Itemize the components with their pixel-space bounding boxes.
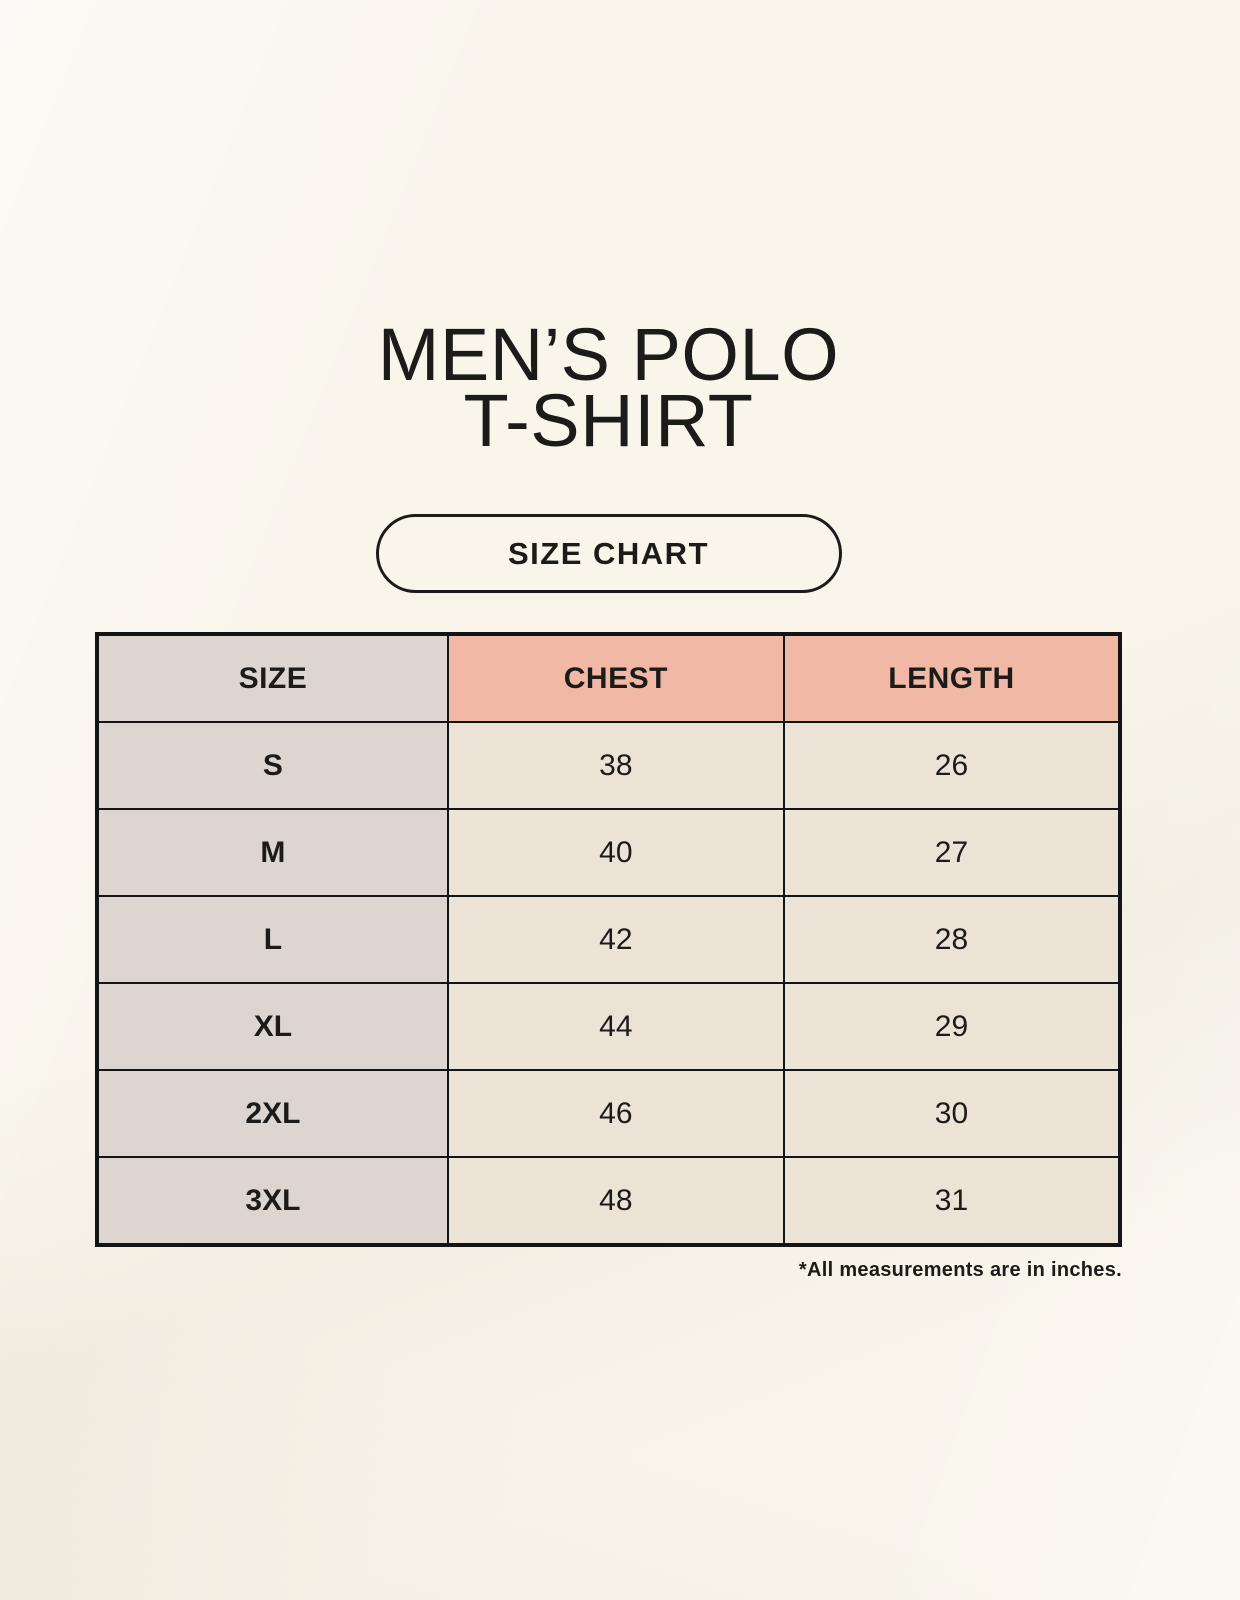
table-header-row: SIZE CHEST LENGTH xyxy=(96,633,1122,723)
cell-size: M xyxy=(96,808,449,897)
table-row: 3XL 48 31 xyxy=(96,1156,1122,1246)
cell-chest: 48 xyxy=(446,1156,785,1246)
page-title-line2: T-SHIRT xyxy=(463,379,754,462)
table-row: L 42 28 xyxy=(96,895,1122,984)
cell-chest: 42 xyxy=(446,895,785,984)
cell-size: L xyxy=(96,895,449,984)
size-chart-badge: SIZE CHART xyxy=(375,514,842,593)
cell-chest: 38 xyxy=(446,721,785,810)
cell-length: 28 xyxy=(782,895,1122,984)
cell-length: 26 xyxy=(782,721,1122,810)
table-row: S 38 26 xyxy=(96,721,1122,810)
cell-length: 30 xyxy=(782,1069,1122,1158)
column-header-size: SIZE xyxy=(96,633,449,723)
measurements-footnote: *All measurements are in inches. xyxy=(798,1259,1122,1281)
size-table: SIZE CHEST LENGTH S 38 26 M 40 27 L 42 2… xyxy=(95,632,1122,1247)
cell-size: 3XL xyxy=(96,1156,449,1246)
table-row: 2XL 46 30 xyxy=(96,1069,1122,1158)
column-header-chest: CHEST xyxy=(446,633,785,723)
cell-size: S xyxy=(96,721,449,810)
cell-size: 2XL xyxy=(96,1069,449,1158)
page-title-line1: MEN’S POLO xyxy=(377,313,840,396)
size-chart-badge-label: SIZE CHART xyxy=(508,535,709,571)
cell-length: 27 xyxy=(782,808,1122,897)
table-row: XL 44 29 xyxy=(96,982,1122,1071)
cell-length: 31 xyxy=(782,1156,1122,1246)
cell-chest: 44 xyxy=(446,982,785,1071)
page-title: MEN’S POLO T-SHIRT xyxy=(95,0,1122,462)
cell-chest: 46 xyxy=(446,1069,785,1158)
cell-chest: 40 xyxy=(446,808,785,897)
size-chart-page: MEN’S POLO T-SHIRT SIZE CHART SIZE CHEST… xyxy=(95,0,1122,1282)
cell-size: XL xyxy=(96,982,449,1071)
table-row: M 40 27 xyxy=(96,808,1122,897)
column-header-length: LENGTH xyxy=(782,633,1122,723)
cell-length: 29 xyxy=(782,982,1122,1071)
